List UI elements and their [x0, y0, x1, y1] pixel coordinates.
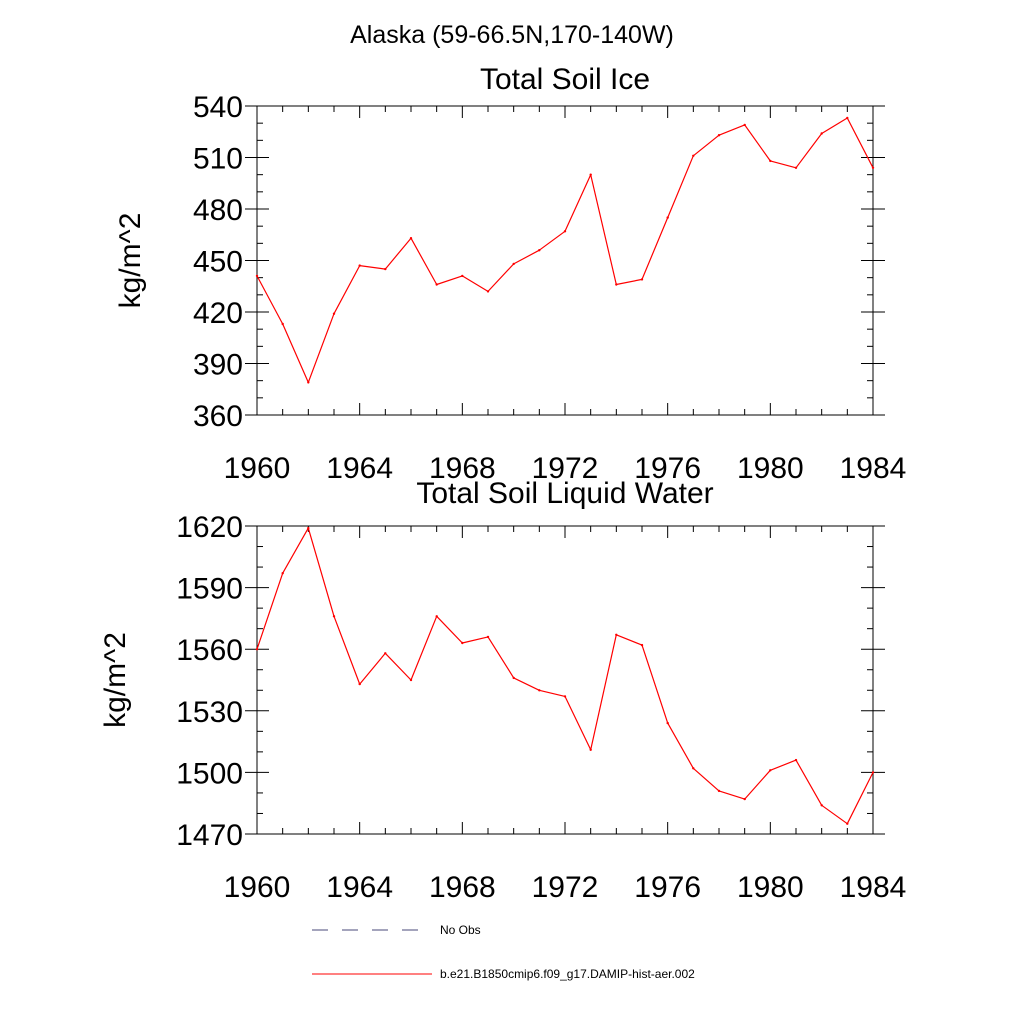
chart1-x-tick-label: 1964 — [326, 871, 393, 904]
chart0-title: Total Soil Ice — [480, 63, 650, 96]
chart0-data-point — [640, 278, 644, 281]
chart0-data-point — [666, 216, 669, 219]
chart0-data-point — [512, 262, 515, 266]
chart1-data-point — [538, 689, 541, 692]
chart1-data-point — [563, 695, 567, 698]
chart1-data-point — [769, 769, 772, 772]
chart0-data-point — [743, 123, 746, 127]
chart0-x-tick-label: 1960 — [224, 452, 291, 485]
chart1-x-tick-label: 1976 — [634, 871, 701, 904]
legend-label-model-run: b.e21.B1850cmip6.f09_g17.DAMIP-hist-aer.… — [440, 967, 695, 981]
legend: No Obs b.e21.B1850cmip6.f09_g17.DAMIP-hi… — [312, 923, 695, 981]
chart1-data-point — [692, 767, 695, 770]
chart0-x-tick-label: 1976 — [634, 452, 701, 485]
chart0-data-point — [717, 134, 721, 137]
chart0-data-point — [384, 267, 387, 271]
chart0-data-point — [358, 264, 361, 267]
chart1-x-tick-label: 1960 — [224, 871, 291, 904]
chart1-y-tick-label: 1470 — [176, 819, 243, 852]
chart1-title: Total Soil Liquid Water — [416, 477, 713, 510]
chart1-x-tick-label: 1972 — [532, 871, 599, 904]
chart0-data-point — [435, 283, 438, 286]
chart1-data-point — [640, 643, 644, 647]
plot-total-soil-ice: Total Soil Ice kg/m^2 1960 1964 1968 1972 1976… — [114, 63, 906, 485]
chart1-data-point — [589, 748, 592, 751]
chart0-y-tick-label: 450 — [193, 246, 243, 279]
figure-title: Alaska (59-66.5N,170-140W) — [350, 21, 674, 49]
chart1-series-line — [256, 527, 874, 825]
chart0-y-tick-label: 420 — [193, 297, 243, 330]
chart0-plot-frame — [256, 105, 874, 416]
chart1-data-point — [615, 633, 618, 636]
chart1-data-point — [486, 635, 490, 639]
chart0-x-tick-label: 1964 — [326, 452, 393, 485]
chart0-data-point — [486, 290, 490, 293]
legend-label-no-obs: No Obs — [440, 923, 481, 937]
chart1-data-point — [512, 676, 515, 680]
chart0-data-point — [692, 154, 695, 157]
chart1-y-tick-label: 1530 — [176, 696, 243, 729]
chart0-y-tick-label: 540 — [193, 91, 243, 124]
chart1-data-point — [435, 615, 438, 618]
chart0-ylabel: kg/m^2 — [114, 213, 147, 309]
chart0-data-point — [461, 274, 464, 278]
chart0-data-point — [255, 274, 259, 278]
chart1-data-point — [358, 682, 361, 686]
chart0-data-point — [332, 312, 336, 315]
chart0-x-tick-label: 1980 — [737, 452, 804, 485]
chart0-data-point — [538, 249, 541, 252]
chart1-data-point — [255, 648, 259, 651]
chart0-data-point — [794, 166, 798, 169]
chart1-x-tick-label: 1968 — [429, 871, 496, 904]
chart1-data-point — [281, 572, 284, 575]
chart0-series-line — [256, 117, 874, 383]
chart1-data-point — [794, 758, 798, 762]
chart1-x-tick-label: 1984 — [840, 871, 907, 904]
chart0-data-point — [871, 166, 875, 169]
chart0-data-point — [281, 322, 284, 326]
chart1-data-point — [743, 797, 746, 801]
chart0-x-tick-label: 1984 — [840, 452, 907, 485]
chart1-ylabel: kg/m^2 — [99, 632, 132, 728]
chart1-data-point — [409, 678, 413, 682]
chart0-y-tick-label: 510 — [193, 143, 243, 176]
chart1-y-tick-label: 1500 — [176, 757, 243, 790]
plot-total-soil-liquid-water: Total Soil Liquid Water kg/m^2 1960 1964 196… — [99, 477, 906, 904]
chart1-data-point — [384, 652, 387, 655]
chart1-data-point — [332, 615, 336, 618]
chart0-data-point — [820, 132, 823, 135]
chart1-y-tick-label: 1620 — [176, 511, 243, 544]
chart0-y-tick-label: 480 — [193, 194, 243, 227]
chart0-data-point — [589, 173, 592, 176]
chart1-data-point — [666, 721, 669, 725]
chart1-data-point — [717, 789, 721, 793]
chart0-data-point — [409, 237, 413, 240]
chart0-x-tick-label: 1972 — [532, 452, 599, 485]
chart1-x-tick-label: 1980 — [737, 871, 804, 904]
chart1-data-point — [461, 641, 464, 645]
chart0-data-point — [846, 116, 849, 120]
chart1-data-point — [846, 822, 849, 825]
chart0-data-point — [769, 159, 772, 163]
chart1-data-point — [871, 771, 875, 774]
chart0-data-point — [563, 230, 567, 233]
chart1-plot-frame — [256, 525, 874, 835]
chart1-data-point — [820, 804, 823, 807]
chart0-data-point — [615, 283, 618, 286]
chart0-y-tick-label: 360 — [193, 400, 243, 433]
chart1-y-tick-label: 1560 — [176, 634, 243, 667]
chart1-y-tick-label: 1590 — [176, 573, 243, 606]
chart0-data-point — [307, 381, 310, 384]
chart0-y-tick-label: 390 — [193, 349, 243, 382]
chart0-x-tick-label: 1968 — [429, 452, 496, 485]
chart1-data-point — [307, 526, 310, 530]
